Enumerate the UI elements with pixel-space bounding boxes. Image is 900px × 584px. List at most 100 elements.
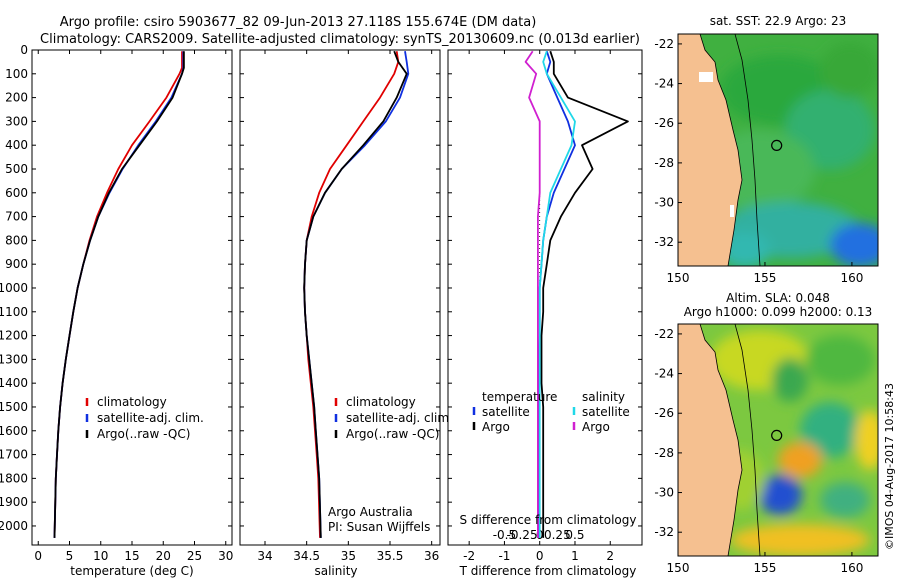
map-lon-label: 150 <box>667 271 690 285</box>
depth-tick-label: 1200 <box>0 329 28 343</box>
legend-title-salinity: salinity <box>582 390 625 404</box>
x-tick-label: 0 <box>536 549 544 563</box>
depth-tick-label: 700 <box>5 210 28 224</box>
depth-tick-label: 1900 <box>0 495 28 509</box>
depth-tick-label: 1400 <box>0 376 28 390</box>
sla-map-subtitle: Argo h1000: 0.099 h2000: 0.13 <box>684 305 873 319</box>
legend-label-satellite: satellite-adj. clim. <box>97 411 204 425</box>
series-line-argo-raw-qc- <box>53 51 185 538</box>
legend-label-climatology: climatology <box>346 395 416 409</box>
sst-map-title: sat. SST: 22.9 Argo: 23 <box>710 14 847 28</box>
imos-credit: ©IMOS 04-Aug-2017 10:58:43 <box>883 383 896 550</box>
map-lat-label: -32 <box>654 525 674 539</box>
map-lat-label: -30 <box>654 196 674 210</box>
temperature-diff-legend: temperature satellite Argo <box>472 390 557 434</box>
x-tick-label: 1 <box>571 549 579 563</box>
sst-map-image <box>678 34 878 266</box>
map-lat-label: -26 <box>654 116 674 130</box>
map-lon-label: 155 <box>754 561 777 575</box>
temperature-x-axis: 0 5 10 15 20 25 30 <box>34 50 233 563</box>
sst-map-frame <box>677 33 879 267</box>
map-lat-label: -32 <box>654 235 674 249</box>
x-tick-label: 0 <box>34 549 42 563</box>
depth-tick-label: 100 <box>5 67 28 81</box>
depth-tick-label: 800 <box>5 233 28 247</box>
map-lat-label: -22 <box>654 37 674 51</box>
x-tick-label: 35.5 <box>377 549 404 563</box>
temperature-axes-frame <box>31 49 233 546</box>
s-tick-label: 0.25 <box>544 528 571 542</box>
s-difference-label: S difference from climatology <box>460 513 637 527</box>
temperature-xlabel: temperature (deg C) <box>70 564 193 578</box>
depth-tick-label: 1800 <box>0 471 28 485</box>
sla-anomaly-patches <box>710 330 878 556</box>
x-tick-label: 30 <box>218 549 233 563</box>
t-difference-label: T difference from climatology <box>459 564 637 578</box>
depth-tick-label: 1100 <box>0 305 28 319</box>
difference-depth-ticks <box>448 49 642 527</box>
salinity-legend: climatology satellite-adj. clim. Argo(..… <box>334 395 453 441</box>
header-line-1: Argo profile: csiro 5903677_82 09-Jun-20… <box>60 15 537 30</box>
map-lat-label: -24 <box>654 77 674 91</box>
s-tick-label: 0.5 <box>565 528 584 542</box>
argo-position-marker <box>771 139 783 151</box>
s-tick-label: -0.25 <box>507 528 538 542</box>
temperature-panel: 0100200300400500600700800900100011001200… <box>0 43 233 578</box>
depth-tick-label: 1300 <box>0 352 28 366</box>
difference-panel: -2 -1 0 1 2-0.5-0.250 0.250.5 S difference fr… <box>447 49 643 578</box>
depth-axis: 0 100 200 300 400 500 600 700 800 900 1000 1100 1200… <box>0 43 232 533</box>
legend-label-argo: Argo(..raw -QC) <box>346 427 439 441</box>
x-tick-label: 35 <box>341 549 356 563</box>
x-tick-label: -1 <box>498 549 510 563</box>
legend-label-s-satellite: satellite <box>582 405 630 419</box>
annotation-pi: PI: Susan Wijffels <box>328 520 430 534</box>
annotation-argo-australia: Argo Australia <box>328 505 413 519</box>
header-line-2: Climatology: CARS2009. Satellite-adjuste… <box>40 32 640 47</box>
depth-tick-label: 1000 <box>0 281 28 295</box>
legend-label-climatology: climatology <box>97 395 167 409</box>
x-tick-label: 15 <box>124 549 139 563</box>
depth-tick-label: 2000 <box>0 519 28 533</box>
map-lat-label: -22 <box>654 327 674 341</box>
series-line-argo-raw-qc- <box>303 50 408 538</box>
depth-tick-label: 0 <box>20 43 28 57</box>
difference-series <box>524 50 629 538</box>
sla-map-axes: 150 155 160 -22 -24 -26 -28 -30 -32 <box>654 327 863 575</box>
salinity-panel: 34 34.5 35 35.5 36 salinity climatology sate… <box>239 49 453 578</box>
sst-map-panel: sat. SST: 22.9 Argo: 23 15 <box>654 14 879 285</box>
salinity-depth-ticks <box>240 49 440 527</box>
legend-label-t-argo: Argo <box>482 420 510 434</box>
x-tick-label: 34.5 <box>293 549 320 563</box>
s-tick-label: -0.5 <box>493 528 516 542</box>
temperature-series <box>53 51 185 538</box>
map-lon-label: 160 <box>840 271 863 285</box>
depth-tick-label: 1600 <box>0 424 28 438</box>
sla-isobath <box>734 324 761 556</box>
sst-land-mass <box>678 34 743 266</box>
depth-tick-label: 1500 <box>0 400 28 414</box>
depth-tick-label: 200 <box>5 91 28 105</box>
map-lon-label: 155 <box>754 271 777 285</box>
series-line-s-argo <box>524 50 541 538</box>
x-tick-label: 36 <box>424 549 439 563</box>
map-lat-label: -24 <box>654 367 674 381</box>
sst-missing-data <box>699 72 713 82</box>
map-lat-label: -28 <box>654 446 674 460</box>
sla-map-title: Altim. SLA: 0.048 <box>726 291 830 305</box>
sst-missing-data <box>730 205 734 217</box>
x-tick-label: 5 <box>66 549 74 563</box>
difference-axes-frame <box>447 49 643 546</box>
legend-label-s-argo: Argo <box>582 420 610 434</box>
depth-tick-label: 1700 <box>0 448 28 462</box>
salinity-series <box>303 50 410 538</box>
depth-tick-label: 300 <box>5 114 28 128</box>
salinity-axes-frame <box>239 49 441 546</box>
x-tick-label: 10 <box>93 549 108 563</box>
depth-tick-label: 500 <box>5 162 28 176</box>
depth-tick-label: 400 <box>5 138 28 152</box>
x-tick-label: 25 <box>187 549 202 563</box>
salinity-x-axis: 34 34.5 35 35.5 36 <box>257 50 439 563</box>
legend-label-t-satellite: satellite <box>482 405 530 419</box>
map-lon-label: 150 <box>667 561 690 575</box>
